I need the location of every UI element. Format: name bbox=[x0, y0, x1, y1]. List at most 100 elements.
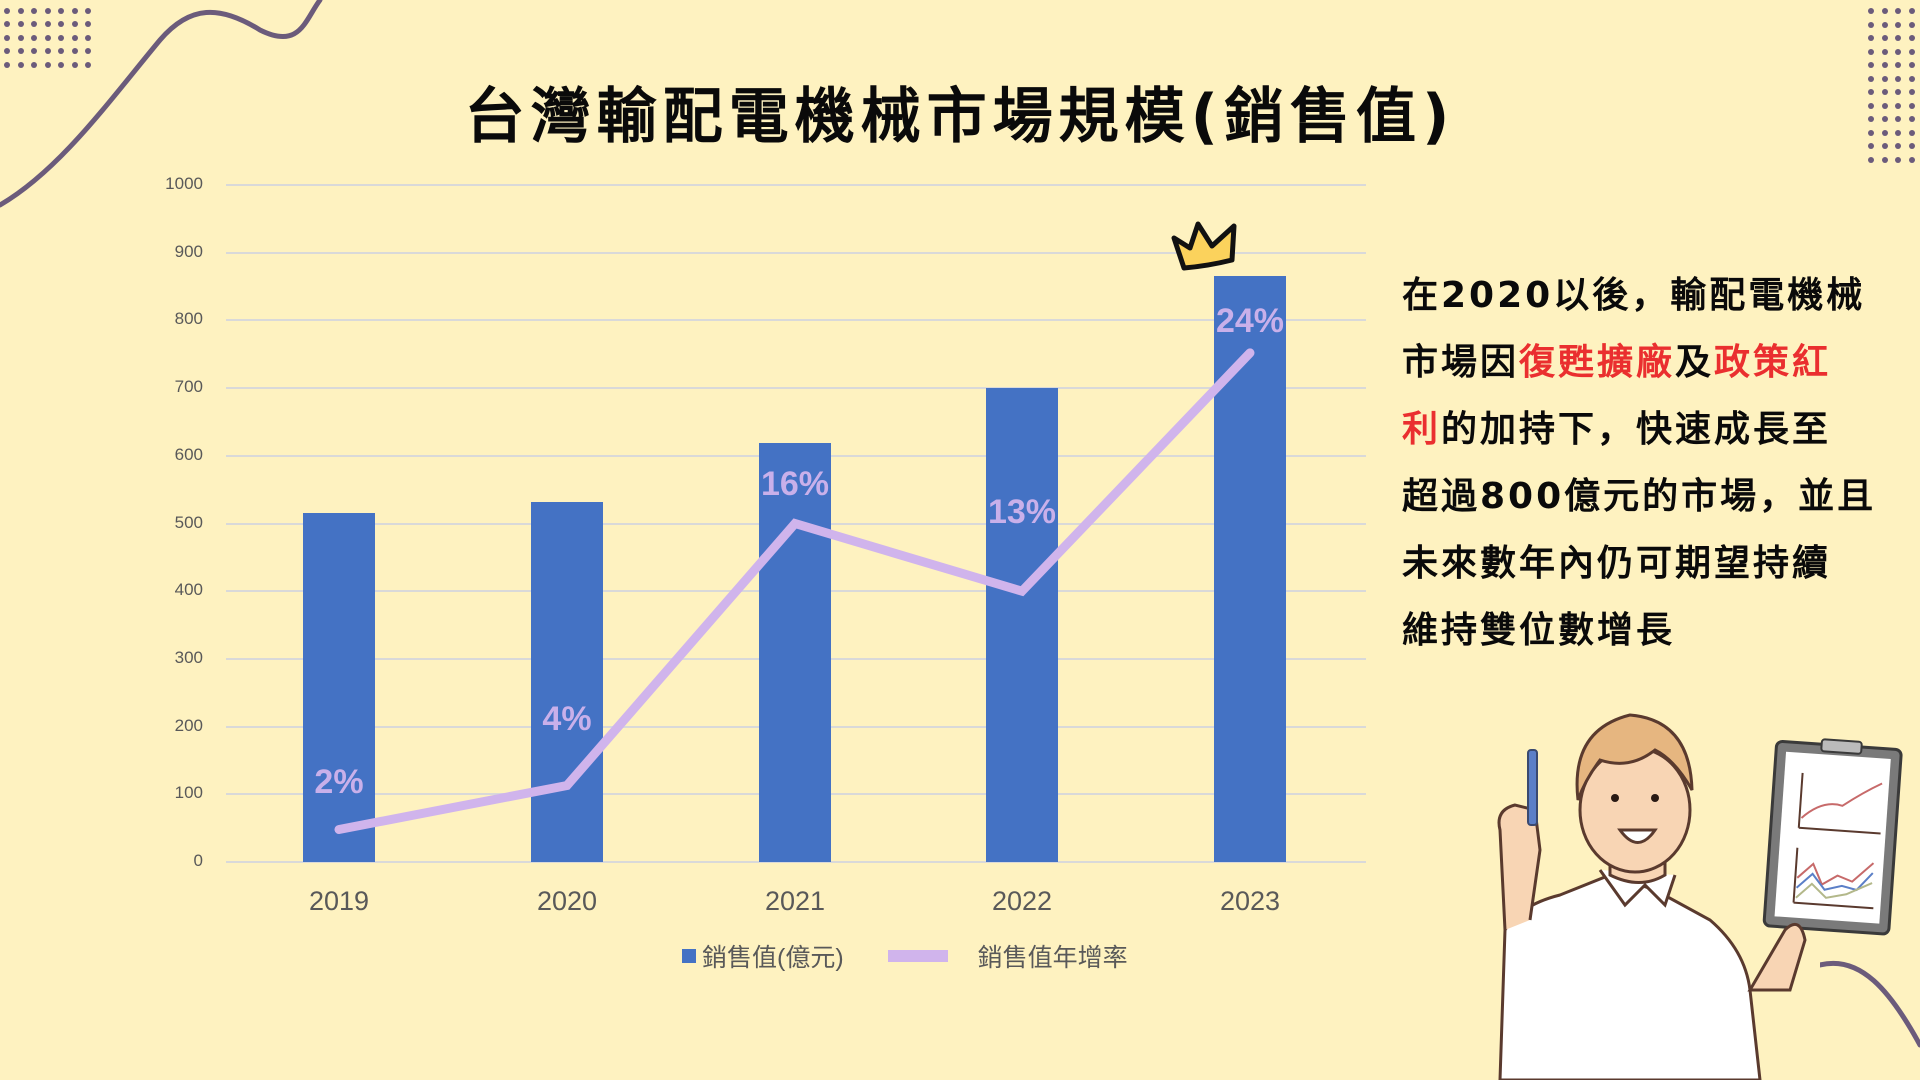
presenter-illustration bbox=[1497, 713, 1903, 1080]
dot bbox=[1868, 35, 1874, 41]
highlighted-text: 利 bbox=[1402, 409, 1442, 450]
dot bbox=[1881, 116, 1888, 122]
description-line: 維持雙位數增長 bbox=[1402, 597, 1920, 664]
description-line: 市場因復甦擴廠及政策紅 bbox=[1402, 329, 1920, 396]
dot bbox=[44, 7, 51, 14]
bar-2022 bbox=[986, 388, 1058, 862]
decorative-curve-bottom-right bbox=[1820, 960, 1920, 1048]
dot bbox=[1868, 102, 1874, 109]
crown-icon bbox=[1171, 221, 1237, 271]
dot bbox=[1895, 21, 1901, 28]
y-tick-label: 300 bbox=[174, 647, 203, 667]
dot bbox=[4, 48, 10, 54]
dot bbox=[1881, 89, 1888, 95]
dot bbox=[31, 61, 37, 68]
description-line: 利的加持下，快速成長至 bbox=[1402, 396, 1920, 463]
dot bbox=[58, 21, 64, 27]
gridline bbox=[226, 387, 1366, 390]
text-segment: 維持雙位數增長 bbox=[1402, 610, 1676, 651]
dot bbox=[17, 7, 24, 14]
highlighted-text: 政策紅 bbox=[1714, 342, 1832, 383]
description-line: 未來數年內仍可期望持續 bbox=[1402, 530, 1920, 597]
dot bbox=[1881, 8, 1888, 14]
dot bbox=[1895, 8, 1901, 14]
growth-rate-label: 24% bbox=[1215, 302, 1285, 340]
dot bbox=[1908, 21, 1915, 28]
dot bbox=[17, 34, 24, 41]
decorative-curve-top-left bbox=[0, 0, 323, 208]
text-segment: 在2020以後，輸配電機械 bbox=[1402, 275, 1866, 316]
dot bbox=[1868, 75, 1874, 82]
dot bbox=[1895, 75, 1901, 82]
legend-bar-swatch bbox=[682, 949, 696, 963]
growth-rate-label: 13% bbox=[987, 493, 1057, 531]
dot bbox=[1895, 129, 1901, 136]
legend-line-label: 銷售值年增率 bbox=[977, 944, 1128, 972]
growth-rate-label: 2% bbox=[314, 763, 364, 801]
growth-rate-label: 4% bbox=[542, 700, 592, 738]
dot bbox=[1908, 143, 1915, 149]
dot bbox=[31, 7, 37, 14]
dot bbox=[1895, 143, 1901, 149]
dot bbox=[4, 7, 10, 14]
dot bbox=[1895, 62, 1901, 68]
description-line: 超過800億元的市場，並且 bbox=[1402, 463, 1920, 530]
text-segment: 未來數年內仍可期望持續 bbox=[1402, 543, 1832, 584]
dot bbox=[1881, 129, 1888, 136]
dot bbox=[1908, 129, 1915, 136]
dot bbox=[1868, 89, 1874, 95]
page-title: 台灣輸配電機械市場規模(銷售值) bbox=[464, 82, 1456, 152]
dot bbox=[1881, 48, 1888, 55]
dot bbox=[71, 48, 78, 54]
dot bbox=[71, 7, 78, 14]
dot bbox=[1868, 129, 1874, 136]
dot bbox=[1895, 35, 1901, 41]
gridline bbox=[226, 184, 1366, 186]
dot-pattern-top-right bbox=[1868, 8, 1920, 170]
y-tick-label: 800 bbox=[174, 309, 203, 329]
dot bbox=[1868, 48, 1874, 55]
dot bbox=[1868, 62, 1874, 68]
dot bbox=[1908, 8, 1915, 14]
y-tick-label: 600 bbox=[174, 444, 203, 464]
growth-rate-label: 16% bbox=[760, 465, 830, 503]
dot bbox=[71, 21, 78, 27]
dot bbox=[1908, 35, 1915, 41]
dot bbox=[1895, 89, 1901, 95]
text-segment: 的加持下，快速成長至 bbox=[1441, 409, 1832, 450]
dot bbox=[1868, 116, 1874, 122]
dot bbox=[1881, 156, 1888, 163]
description-line: 在2020以後，輸配電機械 bbox=[1402, 262, 1920, 329]
bar-2020 bbox=[531, 501, 603, 862]
dot bbox=[17, 21, 24, 27]
y-tick-label: 0 bbox=[193, 851, 203, 870]
y-tick-label: 700 bbox=[174, 377, 203, 397]
dot bbox=[1895, 156, 1901, 163]
y-tick-label: 500 bbox=[174, 512, 203, 532]
dot bbox=[1881, 102, 1888, 109]
dot bbox=[1895, 116, 1901, 122]
dot bbox=[17, 48, 24, 54]
dot bbox=[85, 61, 91, 68]
x-tick-label: 2023 bbox=[1219, 886, 1281, 916]
legend-bar-label: 銷售值(億元) bbox=[702, 944, 844, 972]
dot bbox=[1868, 156, 1874, 163]
dot bbox=[1908, 48, 1915, 55]
dot bbox=[85, 21, 91, 27]
dot bbox=[85, 48, 91, 54]
chart-legend: 銷售值(億元) 銷售值年增率 bbox=[682, 938, 1128, 974]
dot bbox=[58, 48, 64, 54]
dot bbox=[85, 34, 91, 41]
dot bbox=[71, 61, 78, 68]
dot bbox=[31, 21, 37, 27]
dot bbox=[1881, 75, 1888, 82]
dot bbox=[58, 7, 64, 14]
bar-2021 bbox=[759, 442, 831, 862]
y-tick-label: 400 bbox=[174, 580, 203, 600]
y-tick-label: 900 bbox=[174, 241, 203, 261]
dot bbox=[1868, 21, 1874, 28]
dot bbox=[4, 21, 10, 27]
bar-2019 bbox=[303, 512, 375, 862]
dot bbox=[1908, 89, 1915, 95]
